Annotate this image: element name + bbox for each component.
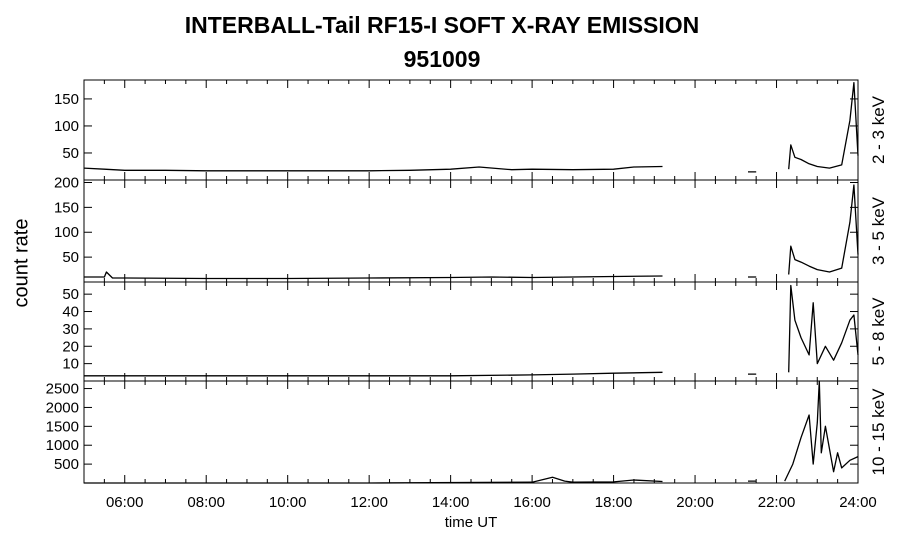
y-tick-label: 500	[54, 456, 79, 473]
x-tick-label: 20:00	[676, 494, 714, 511]
x-axis-label: time UT	[444, 514, 498, 531]
y-tick-label: 50	[62, 286, 79, 303]
y-tick-label: 40	[62, 304, 79, 321]
x-tick-label: 22:00	[758, 494, 796, 511]
panel-frame	[83, 380, 859, 484]
y-tick-label: 100	[54, 118, 79, 135]
chart-subtitle: 951009	[403, 46, 481, 72]
y-tick-label: 1000	[46, 437, 79, 454]
y-tick-label: 2500	[46, 381, 79, 398]
panel-frame	[83, 79, 859, 181]
x-tick-label: 18:00	[595, 494, 633, 511]
y-tick-label: 50	[62, 249, 79, 266]
y-tick-label: 200	[54, 174, 79, 191]
x-tick-label: 06:00	[106, 494, 144, 511]
y-tick-label: 10	[62, 356, 79, 373]
panel-band-label: 3 - 5 keV	[869, 196, 888, 265]
chart-title: INTERBALL-Tail RF15-I SOFT X-RAY EMISSIO…	[184, 12, 700, 38]
y-tick-label: 1500	[46, 418, 79, 435]
y-tick-label: 20	[62, 338, 79, 355]
x-tick-label: 24:00	[839, 494, 877, 511]
y-tick-label: 150	[54, 91, 79, 108]
y-tick-label: 2000	[46, 399, 79, 416]
series-line	[84, 380, 859, 484]
x-tick-label: 14:00	[432, 494, 470, 511]
y-tick-label: 150	[54, 199, 79, 216]
series-line	[84, 284, 859, 377]
panel-frame	[83, 281, 859, 382]
series-line	[83, 82, 859, 173]
panel-frame	[83, 179, 859, 283]
y-tick-label: 30	[62, 321, 79, 338]
series-line	[84, 184, 859, 280]
panel-band-label: 10 - 15 keV	[869, 388, 888, 476]
y-tick-label: 100	[54, 224, 79, 241]
x-tick-label: 12:00	[350, 494, 388, 511]
panel-band-label: 2 - 3 keV	[869, 95, 888, 164]
y-tick-label: 50	[62, 145, 79, 162]
x-tick-label: 10:00	[269, 494, 307, 511]
x-tick-label: 16:00	[513, 494, 551, 511]
x-tick-label: 08:00	[187, 494, 225, 511]
panel-band-label: 5 - 8 keV	[869, 297, 888, 366]
